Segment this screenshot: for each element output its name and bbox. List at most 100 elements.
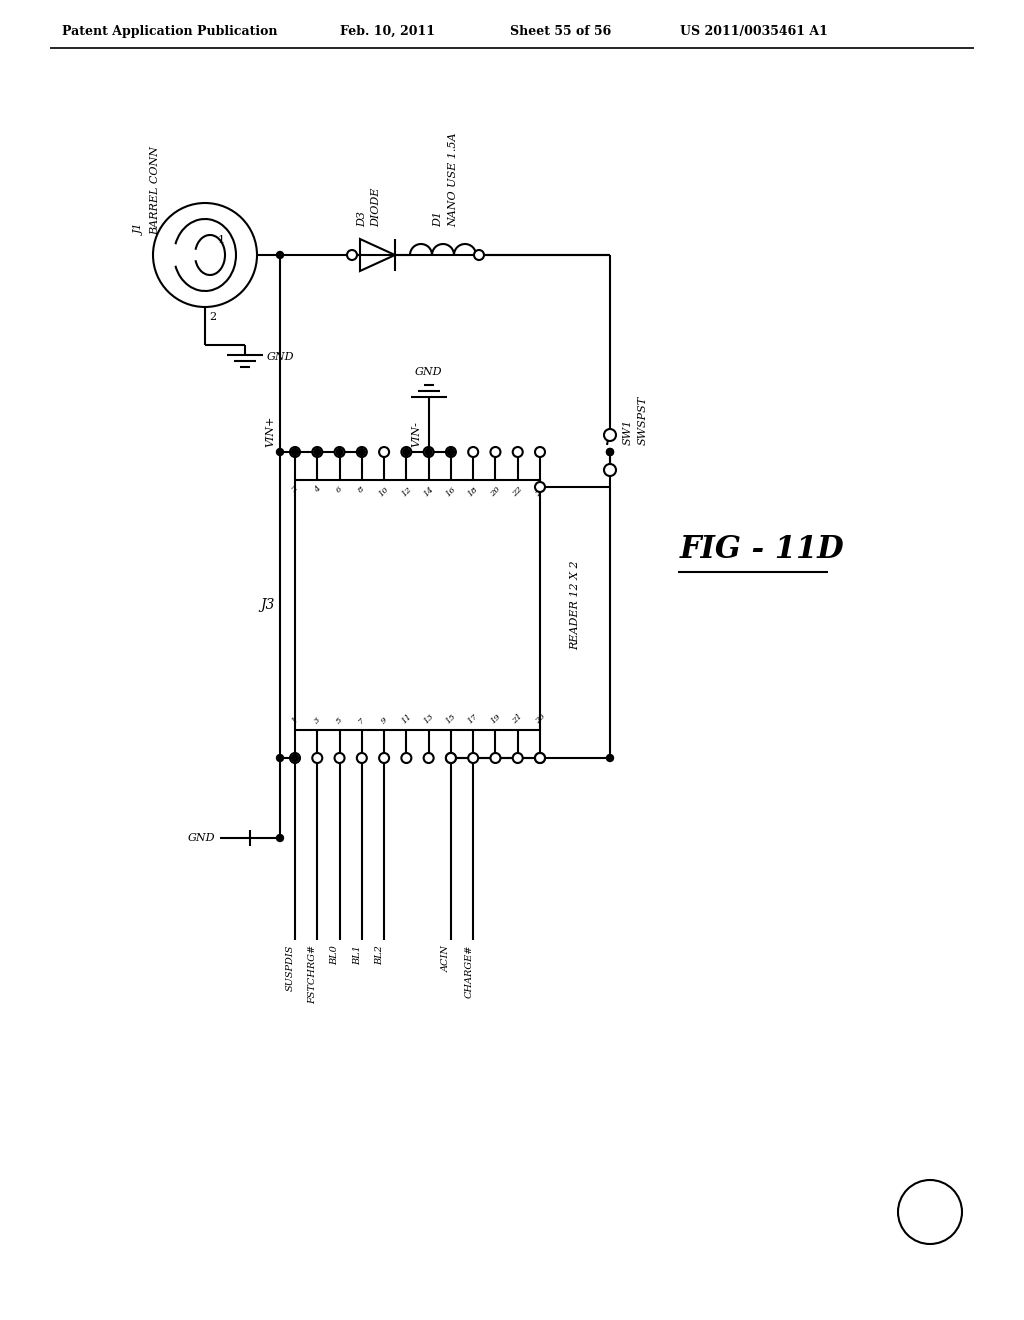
- Text: 3: 3: [312, 715, 322, 725]
- Text: SUSPDIS: SUSPDIS: [286, 945, 295, 991]
- Circle shape: [535, 447, 545, 457]
- Text: 6: 6: [335, 484, 344, 495]
- Circle shape: [276, 252, 284, 259]
- Text: BL0: BL0: [331, 945, 340, 965]
- Text: FSTCHRG#: FSTCHRG#: [308, 945, 317, 1005]
- Text: 14: 14: [422, 484, 435, 498]
- Text: US 2011/0035461 A1: US 2011/0035461 A1: [680, 25, 827, 38]
- Text: VIN+: VIN+: [265, 416, 275, 447]
- Text: 15: 15: [444, 711, 458, 725]
- Circle shape: [312, 752, 323, 763]
- Circle shape: [153, 203, 257, 308]
- Circle shape: [513, 752, 522, 763]
- Circle shape: [606, 449, 613, 455]
- Text: 5: 5: [335, 715, 344, 725]
- Circle shape: [276, 755, 284, 762]
- Text: 18: 18: [467, 484, 480, 498]
- Circle shape: [379, 447, 389, 457]
- Text: 4: 4: [312, 484, 322, 495]
- Circle shape: [604, 429, 616, 441]
- Circle shape: [606, 755, 613, 762]
- Text: 19: 19: [488, 711, 502, 725]
- Circle shape: [424, 752, 433, 763]
- Text: 24: 24: [534, 484, 547, 498]
- Text: 1: 1: [290, 715, 300, 725]
- Text: 16: 16: [444, 484, 458, 498]
- Text: CHARGE#: CHARGE#: [464, 945, 473, 998]
- Text: READER 12 X 2: READER 12 X 2: [570, 560, 580, 649]
- Circle shape: [347, 249, 357, 260]
- Text: D3: D3: [357, 211, 367, 227]
- Circle shape: [604, 465, 616, 477]
- Text: BL1: BL1: [353, 945, 361, 965]
- Circle shape: [425, 449, 432, 455]
- Circle shape: [535, 752, 545, 763]
- Circle shape: [474, 249, 484, 260]
- Circle shape: [336, 449, 343, 455]
- Circle shape: [313, 449, 321, 455]
- Text: FIG - 11D: FIG - 11D: [680, 535, 845, 565]
- Circle shape: [401, 447, 412, 457]
- Circle shape: [276, 449, 284, 455]
- Text: 3: 3: [924, 1203, 936, 1221]
- Text: 12: 12: [399, 484, 413, 498]
- Text: Feb. 10, 2011: Feb. 10, 2011: [340, 25, 435, 38]
- Text: 10: 10: [378, 484, 391, 498]
- Text: SWSPST: SWSPST: [638, 396, 648, 445]
- Circle shape: [447, 449, 455, 455]
- Text: GND: GND: [267, 352, 295, 362]
- Text: D1: D1: [433, 211, 443, 227]
- Circle shape: [312, 447, 323, 457]
- Text: 2: 2: [290, 484, 300, 495]
- Text: DIODE: DIODE: [371, 187, 381, 227]
- Circle shape: [535, 752, 545, 763]
- Circle shape: [445, 752, 456, 763]
- Circle shape: [468, 447, 478, 457]
- Text: 21: 21: [511, 711, 524, 725]
- Text: NANO USE 1.5A: NANO USE 1.5A: [449, 132, 458, 227]
- Text: 11: 11: [399, 711, 413, 725]
- Text: Patent Application Publication: Patent Application Publication: [62, 25, 278, 38]
- Text: Sheet 55 of 56: Sheet 55 of 56: [510, 25, 611, 38]
- Text: J3: J3: [260, 598, 275, 612]
- Circle shape: [292, 755, 299, 762]
- Circle shape: [356, 447, 367, 457]
- Text: BARREL CONN: BARREL CONN: [150, 147, 160, 235]
- Text: GND: GND: [187, 833, 215, 843]
- Circle shape: [401, 752, 412, 763]
- Text: GND: GND: [415, 367, 442, 378]
- Circle shape: [445, 447, 456, 457]
- Text: 22: 22: [511, 484, 524, 498]
- Text: J1: J1: [135, 223, 145, 235]
- Circle shape: [490, 752, 501, 763]
- Circle shape: [490, 447, 501, 457]
- Circle shape: [535, 482, 545, 492]
- Circle shape: [335, 752, 344, 763]
- Text: 2: 2: [209, 312, 216, 322]
- Text: ACIN: ACIN: [442, 945, 451, 972]
- Circle shape: [379, 752, 389, 763]
- Circle shape: [290, 447, 300, 457]
- Text: 1: 1: [218, 235, 225, 246]
- Text: 8: 8: [357, 484, 367, 495]
- Text: 23: 23: [534, 711, 547, 725]
- Text: 9: 9: [379, 715, 389, 725]
- Circle shape: [606, 449, 613, 455]
- Circle shape: [358, 449, 366, 455]
- Circle shape: [898, 1180, 962, 1243]
- Circle shape: [402, 449, 410, 455]
- Circle shape: [445, 752, 456, 763]
- Circle shape: [276, 834, 284, 842]
- Circle shape: [513, 447, 522, 457]
- Text: 20: 20: [488, 484, 502, 498]
- Circle shape: [335, 447, 344, 457]
- Text: 17: 17: [467, 711, 480, 725]
- Circle shape: [290, 752, 300, 763]
- Text: 13: 13: [422, 711, 435, 725]
- Circle shape: [424, 447, 433, 457]
- Text: BL2: BL2: [375, 945, 384, 965]
- Bar: [295, 480, 540, 730]
- Circle shape: [356, 752, 367, 763]
- Text: VIN-: VIN-: [412, 421, 421, 447]
- Circle shape: [292, 449, 299, 455]
